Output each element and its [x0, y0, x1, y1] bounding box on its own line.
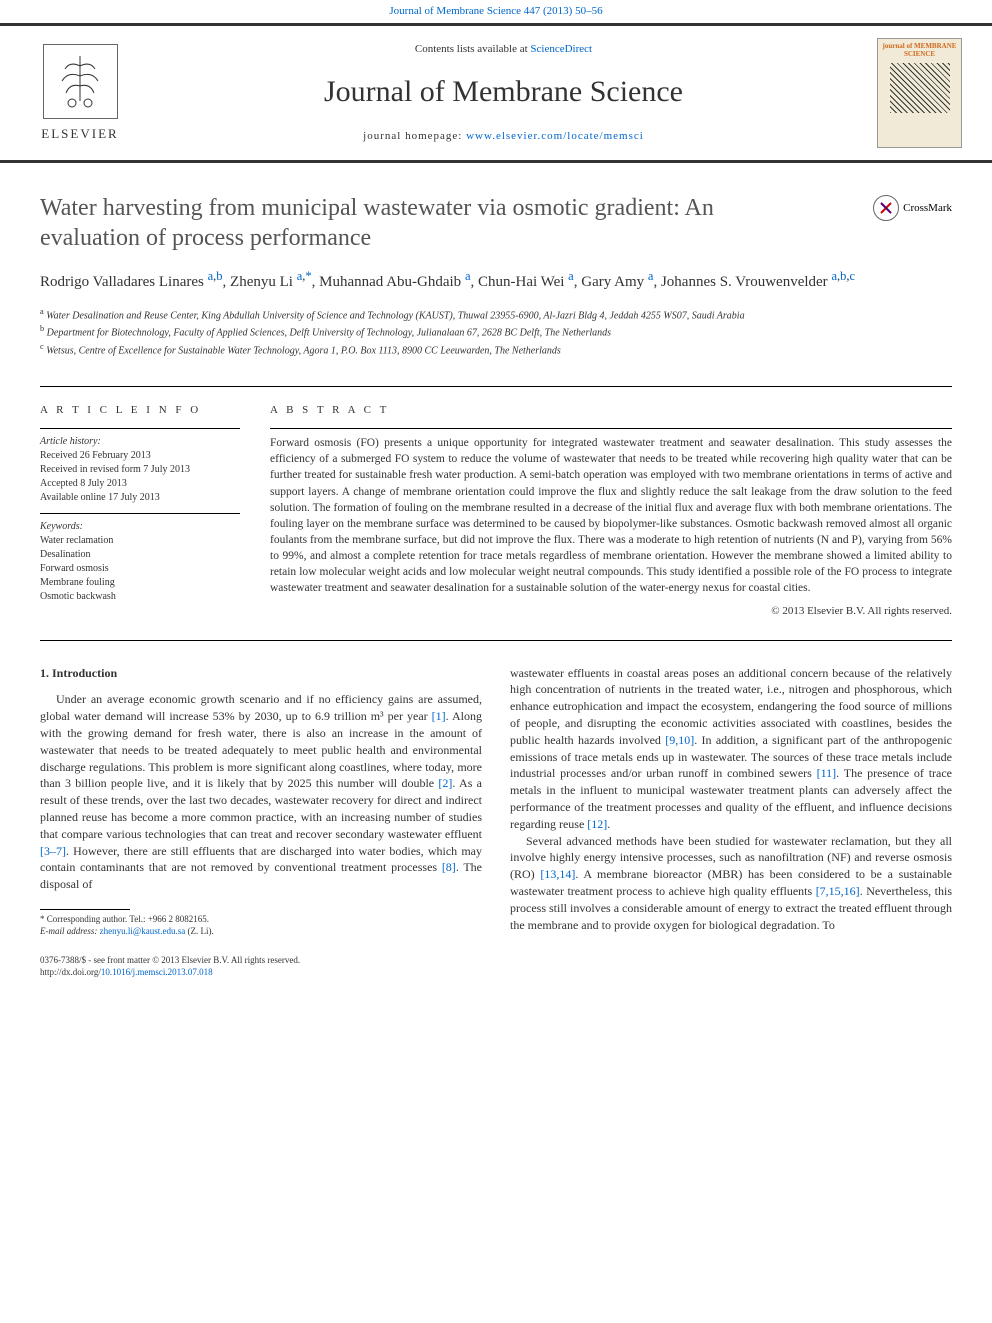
- citation-link[interactable]: Journal of Membrane Science 447 (2013) 5…: [0, 4, 992, 19]
- affiliation-a: a Water Desalination and Reuse Center, K…: [40, 306, 952, 323]
- keywords-label: Keywords:: [40, 520, 240, 534]
- issn-line: 0376-7388/$ - see front matter © 2013 El…: [40, 955, 952, 967]
- paragraph: Several advanced methods have been studi…: [510, 833, 952, 934]
- copyright: © 2013 Elsevier B.V. All rights reserved…: [270, 604, 952, 619]
- sciencedirect-link[interactable]: ScienceDirect: [530, 43, 592, 55]
- history-label: Article history:: [40, 435, 240, 449]
- keywords-block: Keywords: Water reclamation Desalination…: [40, 513, 240, 604]
- bottom-metadata: 0376-7388/$ - see front matter © 2013 El…: [0, 947, 992, 998]
- section-heading: 1. Introduction: [40, 665, 482, 682]
- abstract: A B S T R A C T Forward osmosis (FO) pre…: [270, 403, 952, 620]
- cover-title: journal of MEMBRANE SCIENCE: [882, 43, 957, 58]
- affiliations: a Water Desalination and Reuse Center, K…: [40, 306, 952, 358]
- ref-link[interactable]: [2]: [438, 776, 452, 790]
- cover-pattern-icon: [890, 63, 950, 113]
- journal-center: Contents lists available at ScienceDirec…: [130, 42, 877, 145]
- paragraph: wastewater effluents in coastal areas po…: [510, 665, 952, 833]
- journal-cover-thumbnail: journal of MEMBRANE SCIENCE: [877, 38, 962, 148]
- contents-line: Contents lists available at ScienceDirec…: [150, 42, 857, 57]
- crossmark-icon: [873, 195, 899, 221]
- keyword: Water reclamation: [40, 534, 240, 548]
- doi-prefix: http://dx.doi.org/: [40, 967, 101, 977]
- elsevier-text: ELSEVIER: [41, 125, 118, 143]
- crossmark-label: CrossMark: [903, 201, 952, 216]
- ref-link[interactable]: [12]: [587, 817, 607, 831]
- abstract-text: Forward osmosis (FO) presents a unique o…: [270, 428, 952, 596]
- paragraph: Under an average economic growth scenari…: [40, 691, 482, 893]
- journal-homepage: journal homepage: www.elsevier.com/locat…: [150, 129, 857, 144]
- doi-link[interactable]: 10.1016/j.memsci.2013.07.018: [101, 967, 213, 977]
- keyword: Membrane fouling: [40, 576, 240, 590]
- ref-link[interactable]: [3–7]: [40, 844, 66, 858]
- revised-date: Received in revised form 7 July 2013: [40, 463, 240, 477]
- info-abstract-row: A R T I C L E I N F O Article history: R…: [0, 387, 992, 640]
- citation-text[interactable]: Journal of Membrane Science 447 (2013) 5…: [389, 5, 602, 17]
- ref-link[interactable]: [11]: [817, 766, 837, 780]
- article-history: Article history: Received 26 February 20…: [40, 428, 240, 505]
- ref-link[interactable]: [9,10]: [665, 733, 694, 747]
- received-date: Received 26 February 2013: [40, 449, 240, 463]
- affiliation-c: c Wetsus, Centre of Excellence for Susta…: [40, 341, 952, 358]
- doi-line: http://dx.doi.org/10.1016/j.memsci.2013.…: [40, 967, 952, 979]
- crossmark-badge[interactable]: CrossMark: [873, 195, 952, 221]
- article-title: Water harvesting from municipal wastewat…: [40, 193, 952, 253]
- affiliation-b: b Department for Biotechnology, Faculty …: [40, 323, 952, 340]
- elsevier-tree-icon: [43, 44, 118, 119]
- column-right: wastewater effluents in coastal areas po…: [510, 665, 952, 938]
- journal-header: ELSEVIER Contents lists available at Sci…: [0, 26, 992, 163]
- homepage-prefix: journal homepage:: [363, 130, 466, 142]
- article-info-heading: A R T I C L E I N F O: [40, 403, 240, 418]
- email-line: E-mail address: zhenyu.li@kaust.edu.sa (…: [40, 926, 482, 938]
- column-left: 1. Introduction Under an average economi…: [40, 665, 482, 938]
- keyword: Desalination: [40, 548, 240, 562]
- homepage-link[interactable]: www.elsevier.com/locate/memsci: [466, 130, 644, 142]
- body-columns: 1. Introduction Under an average economi…: [0, 641, 992, 948]
- journal-title: Journal of Membrane Science: [150, 71, 857, 113]
- abstract-heading: A B S T R A C T: [270, 403, 952, 418]
- footnote-divider: [40, 909, 130, 910]
- available-date: Available online 17 July 2013: [40, 491, 240, 505]
- keyword: Forward osmosis: [40, 562, 240, 576]
- article-info: A R T I C L E I N F O Article history: R…: [40, 403, 240, 620]
- ref-link[interactable]: [13,14]: [540, 867, 575, 881]
- contents-prefix: Contents lists available at: [415, 43, 530, 55]
- article-header: Water harvesting from municipal wastewat…: [0, 163, 992, 385]
- ref-link[interactable]: [7,15,16]: [816, 884, 860, 898]
- accepted-date: Accepted 8 July 2013: [40, 477, 240, 491]
- keyword: Osmotic backwash: [40, 590, 240, 604]
- top-bar: Journal of Membrane Science 447 (2013) 5…: [0, 0, 992, 26]
- email-label: E-mail address:: [40, 926, 100, 936]
- elsevier-logo: ELSEVIER: [30, 38, 130, 148]
- authors: Rodrigo Valladares Linares a,b, Zhenyu L…: [40, 267, 952, 294]
- ref-link[interactable]: [1]: [432, 709, 446, 723]
- email-link[interactable]: zhenyu.li@kaust.edu.sa: [100, 926, 186, 936]
- corr-author: * Corresponding author. Tel.: +966 2 808…: [40, 914, 482, 926]
- email-suffix: (Z. Li).: [185, 926, 214, 936]
- corresponding-author-footnote: * Corresponding author. Tel.: +966 2 808…: [40, 914, 482, 937]
- ref-link[interactable]: [8]: [442, 860, 456, 874]
